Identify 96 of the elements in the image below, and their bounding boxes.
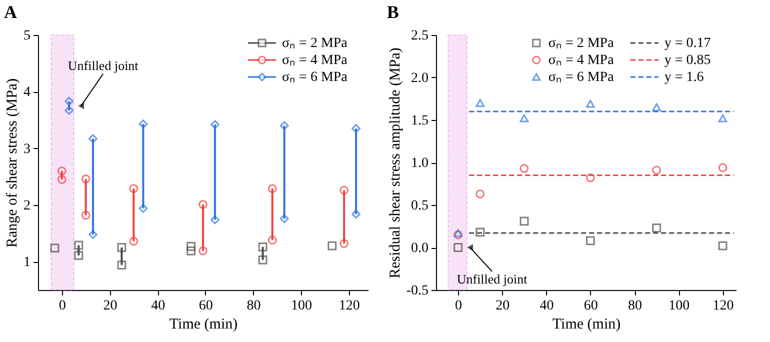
- point: [210, 215, 220, 224]
- legend-label: y = 1.6: [664, 70, 704, 85]
- point: [340, 239, 349, 248]
- point: [129, 236, 138, 246]
- point: [138, 120, 148, 128]
- y-tick-label: 2: [24, 198, 30, 214]
- legend-label: σₙ = 2 MPa: [548, 36, 615, 51]
- point: [57, 166, 66, 176]
- x-tick-label: 120: [338, 298, 360, 314]
- point: [81, 174, 90, 184]
- point: [652, 223, 662, 232]
- legend-label: σₙ = 4 MPa: [548, 53, 615, 68]
- point: [74, 240, 84, 250]
- point: [586, 173, 595, 182]
- point: [520, 216, 529, 226]
- point: [50, 244, 60, 253]
- y-tick-label: 2.0: [411, 71, 428, 86]
- point: [586, 236, 595, 246]
- x-tick-label: 0: [455, 298, 462, 314]
- point: [454, 230, 463, 240]
- y-tick-label: 5: [24, 28, 30, 44]
- annotation: Unfilled joint: [68, 58, 139, 73]
- point: [198, 246, 208, 256]
- point: [352, 124, 360, 133]
- y-tick-label: 1.5: [411, 114, 428, 128]
- x-tick-label: 20: [496, 298, 510, 314]
- bar: [84, 178, 87, 216]
- point: [280, 121, 289, 130]
- point: [64, 106, 74, 115]
- legend-label: σₙ = 2 MPa: [282, 36, 348, 51]
- x-tick-label: 80: [246, 298, 261, 314]
- point: [64, 96, 74, 106]
- point: [352, 210, 360, 219]
- point: [476, 190, 485, 198]
- y-axis-title: Range of shear stress (MPa): [4, 78, 20, 248]
- legend-label: σₙ = 6 MPa: [548, 70, 615, 85]
- point: [328, 241, 337, 250]
- legend-label: y = 0.85: [664, 53, 711, 68]
- x-tick-label: 40: [540, 298, 554, 314]
- legend-label: σₙ = 6 MPa: [282, 70, 348, 85]
- point: [652, 103, 662, 112]
- y-axis-title: Residual shear stress amplitude (MPa): [387, 48, 404, 278]
- chart-title: B: [386, 2, 399, 22]
- point: [57, 175, 66, 184]
- point: [652, 166, 662, 175]
- point: [88, 230, 98, 239]
- x-axis-title: Time (min): [552, 316, 621, 332]
- y-tick-label: 1: [24, 255, 30, 270]
- point: [586, 100, 595, 108]
- point: [186, 246, 196, 256]
- point: [718, 241, 728, 250]
- y-tick-label: 1.0: [411, 156, 428, 171]
- bar: [343, 190, 346, 244]
- x-tick-label: 120: [712, 298, 734, 314]
- point: [454, 243, 463, 252]
- y-tick-label: 0.5: [411, 198, 428, 214]
- point: [476, 99, 485, 107]
- x-tick-label: 80: [628, 298, 642, 314]
- point: [117, 260, 126, 270]
- point: [81, 210, 90, 220]
- legend-label: σₙ = 4 MPa: [282, 53, 348, 68]
- point: [258, 242, 268, 252]
- point: [268, 184, 277, 194]
- chart-title: A: [4, 2, 17, 22]
- y-tick-label: 3: [24, 142, 30, 157]
- point: [129, 184, 138, 194]
- x-axis-title: Time (min): [169, 316, 238, 332]
- point: [476, 228, 485, 237]
- point: [520, 114, 529, 122]
- point: [268, 236, 277, 245]
- x-tick-label: 100: [668, 298, 690, 314]
- x-tick-label: 60: [584, 298, 598, 314]
- x-tick-label: 40: [151, 298, 166, 314]
- annotation: Unfilled joint: [456, 272, 528, 286]
- point: [198, 200, 208, 209]
- x-tick-label: 0: [58, 298, 66, 314]
- x-tick-label: 60: [198, 298, 213, 314]
- legend-label: y = 0.17: [664, 36, 711, 51]
- point: [258, 256, 268, 264]
- x-tick-label: 100: [291, 298, 312, 314]
- y-tick-label: 0.0: [411, 241, 428, 256]
- point: [138, 204, 148, 213]
- point: [210, 120, 220, 129]
- x-tick-label: 20: [103, 298, 118, 314]
- point: [340, 186, 349, 195]
- point: [186, 242, 196, 251]
- y-tick-label: 2.5: [411, 28, 428, 44]
- point: [117, 243, 126, 252]
- point: [88, 134, 98, 144]
- y-tick-label: -0.5: [406, 284, 428, 298]
- point: [718, 114, 728, 122]
- point: [280, 214, 289, 224]
- point: [718, 163, 728, 172]
- point: [520, 164, 529, 173]
- point: [74, 250, 84, 260]
- y-tick-label: 4: [24, 85, 30, 100]
